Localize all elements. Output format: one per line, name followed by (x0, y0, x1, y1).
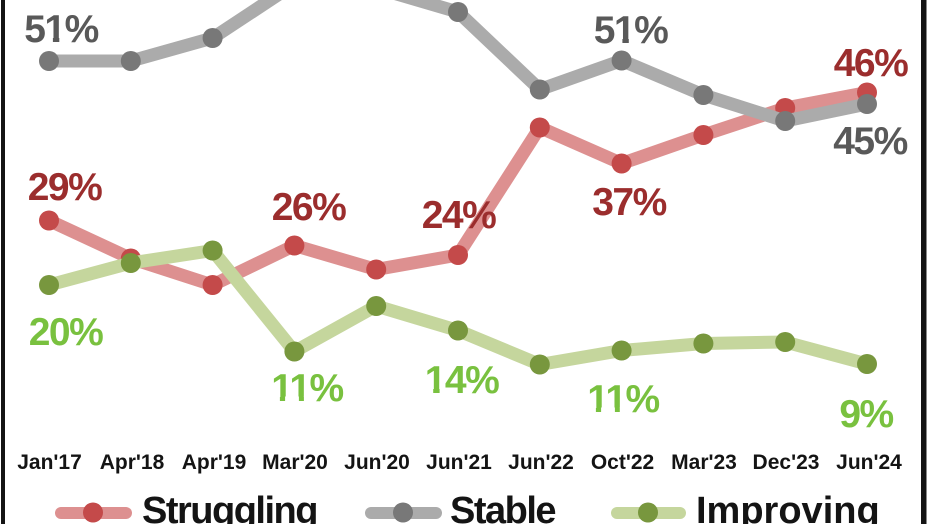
svg-text:11%: 11% (271, 367, 343, 410)
svg-text:Jun'21: Jun'21 (426, 451, 492, 474)
svg-text:51%: 51% (24, 8, 98, 51)
svg-text:Apr'19: Apr'19 (182, 451, 247, 474)
svg-text:20%: 20% (29, 311, 103, 354)
svg-text:24%: 24% (422, 194, 496, 237)
svg-text:Jun'24: Jun'24 (836, 451, 902, 474)
svg-text:45%: 45% (833, 120, 907, 163)
svg-text:Jan'17: Jan'17 (17, 451, 82, 474)
svg-text:51%: 51% (594, 9, 668, 52)
svg-text:Struggling: Struggling (142, 490, 317, 524)
svg-text:37%: 37% (592, 181, 666, 224)
svg-text:11%: 11% (587, 378, 659, 421)
svg-text:Stable: Stable (450, 490, 555, 524)
svg-text:29%: 29% (28, 166, 102, 209)
svg-text:Mar'23: Mar'23 (671, 451, 737, 474)
svg-text:46%: 46% (834, 42, 908, 85)
svg-text:Jun'20: Jun'20 (344, 451, 410, 474)
svg-text:14%: 14% (425, 359, 499, 402)
svg-text:Jun'22: Jun'22 (508, 451, 574, 474)
svg-text:Dec'23: Dec'23 (753, 451, 820, 474)
svg-text:26%: 26% (272, 186, 346, 229)
svg-text:9%: 9% (839, 393, 893, 436)
svg-text:Apr'18: Apr'18 (100, 451, 165, 474)
svg-text:Improving: Improving (696, 490, 880, 524)
svg-text:Mar'20: Mar'20 (262, 451, 328, 474)
svg-text:Oct'22: Oct'22 (591, 451, 654, 474)
